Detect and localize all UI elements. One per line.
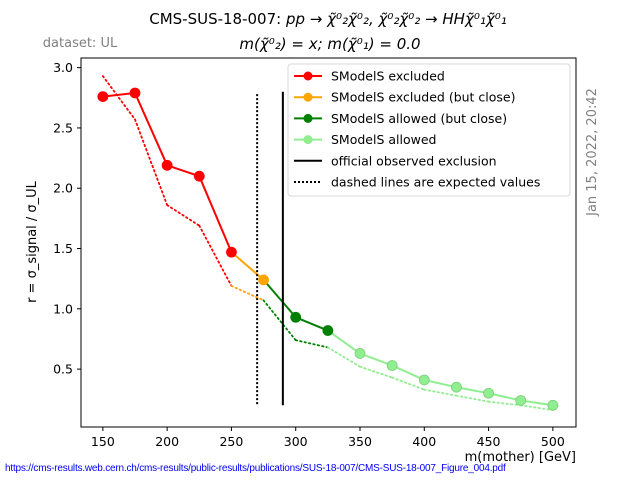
legend-label: dashed lines are expected values	[331, 175, 540, 190]
data-point-excluded	[97, 91, 109, 102]
legend-entry: SModelS excluded	[294, 69, 445, 84]
y-axis-label: r = σ_signal / σ_UL	[25, 180, 40, 303]
dataset-label: dataset: UL	[43, 36, 118, 51]
data-point-excluded	[193, 170, 205, 182]
observed-line-segment	[456, 386, 489, 395]
legend-label: SModelS allowed (but close)	[331, 111, 507, 126]
timestamp-label: Jan 15, 2022, 20:42	[585, 88, 600, 217]
x-tick-label: 250	[219, 434, 243, 449]
y-tick-label: 3.0	[53, 60, 73, 75]
observed-line-segment	[424, 378, 457, 389]
observed-line-segment	[488, 392, 521, 402]
y-tick-label: 1.5	[53, 241, 73, 256]
data-point-allowed	[354, 348, 366, 359]
legend-marker	[303, 113, 313, 123]
expected-line-segment	[101, 75, 136, 121]
expected-line-segment	[262, 299, 297, 342]
legend-label: SModelS excluded (but close)	[331, 90, 516, 105]
observed-line-segment	[327, 329, 361, 355]
y-tick-label: 2.0	[53, 181, 73, 196]
observed-line-segment	[198, 175, 233, 253]
observed-line-segment	[134, 92, 169, 166]
expected-line-segment	[134, 118, 169, 207]
x-tick-label: 350	[348, 434, 372, 449]
expected-line-segment	[166, 204, 201, 227]
data-point-allowed	[515, 395, 527, 406]
y-tick-label: 0.5	[53, 362, 73, 377]
chart-title-line1: CMS-SUS-18-007: pp → χ̃⁰₂χ̃⁰₂, χ̃⁰₂χ̃⁰₂ …	[149, 10, 507, 28]
legend-entry: official observed exclusion	[294, 153, 497, 168]
axes-frame	[80, 57, 577, 428]
observed-line-segment	[359, 352, 393, 367]
legend-marker	[303, 71, 313, 81]
legend-marker	[303, 92, 313, 102]
data-point-allowed-close	[290, 311, 302, 323]
y-tick-label: 1.0	[53, 301, 73, 316]
expected-line-segment	[230, 285, 265, 302]
axes: 150 200 250 300 350 400 450 500 0.5 1.0 1.5 2.0 2.5 3…	[53, 57, 577, 449]
observed-line-segment	[230, 251, 265, 281]
observed-line-segment	[295, 316, 329, 332]
x-tick-label: 500	[541, 434, 565, 449]
legend-label: official observed exclusion	[331, 153, 497, 168]
x-axis-label: m(mother) [GeV]	[465, 450, 576, 465]
data-point-excluded	[226, 246, 237, 258]
expected-line-segment	[326, 346, 361, 368]
observed-line-segment	[262, 279, 297, 318]
x-tick-label: 200	[155, 434, 179, 449]
data-point-excluded	[161, 159, 173, 171]
legend: SModelS excluded SModelS excluded (but cl…	[287, 63, 571, 197]
x-tick-label: 450	[477, 434, 501, 449]
source-url-link[interactable]: https://cms-results.web.cern.ch/cms-resu…	[5, 463, 506, 474]
x-tick-label: 400	[412, 434, 436, 449]
legend-label: SModelS allowed	[331, 132, 436, 147]
expected-line-segment	[455, 394, 490, 403]
x-tick-label: 300	[284, 434, 308, 449]
legend-marker	[303, 135, 313, 145]
expected-line-segment	[294, 339, 329, 349]
observed-line-segment	[391, 364, 425, 381]
data-point-allowed	[483, 387, 494, 399]
observed-line-segment	[520, 399, 554, 407]
x-tick-label: 150	[91, 434, 115, 449]
expected-line-segment	[423, 388, 458, 397]
data-point-excluded-close	[258, 274, 269, 286]
data-point-allowed	[547, 399, 559, 411]
expected-line-segment	[487, 400, 522, 407]
legend-box	[287, 63, 571, 197]
legend-entry: dashed lines are expected values	[294, 175, 540, 190]
chart-title-line2: m(χ̃⁰₂) = x; m(χ̃⁰₁) = 0.0	[239, 35, 420, 53]
data-point-excluded	[129, 87, 141, 99]
legend-entry: SModelS allowed	[294, 132, 436, 147]
data-point-allowed	[386, 360, 398, 371]
legend-label: SModelS excluded	[331, 69, 445, 84]
expected-line-segment	[198, 224, 233, 287]
legend-entry: SModelS excluded (but close)	[294, 90, 516, 105]
data-point-allowed	[451, 381, 462, 393]
data-point-allowed	[418, 374, 430, 386]
observed-line-segment	[166, 164, 200, 178]
expected-line-segment	[359, 365, 394, 379]
legend-entry: SModelS allowed (but close)	[294, 111, 507, 126]
expected-line-segment	[519, 404, 554, 412]
data-point-allowed-close	[322, 325, 334, 336]
plot-area	[97, 75, 559, 412]
y-tick-label: 2.5	[53, 120, 73, 135]
expected-line-segment	[391, 376, 426, 391]
